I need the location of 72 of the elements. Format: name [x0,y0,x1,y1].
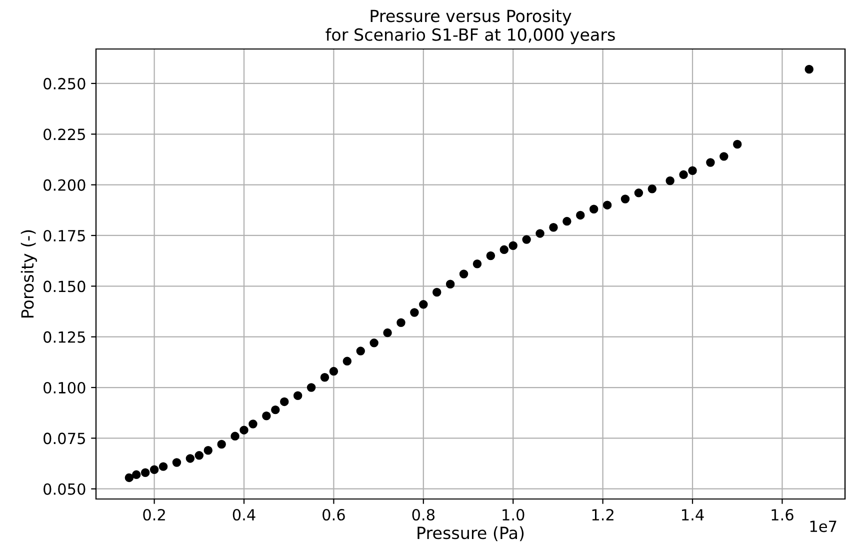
point [140,468,150,478]
point [132,470,141,480]
point [620,194,630,204]
point [589,204,598,214]
point [150,465,159,474]
point [410,308,419,317]
point [508,241,518,250]
point [370,338,378,348]
y-axis-title: Porosity (-) [20,230,37,318]
point [158,462,168,471]
y-tick-label: 0.250 [44,78,86,90]
point [562,216,572,226]
point [732,140,742,149]
x-tick-label: 1.6 [772,508,794,521]
point [342,356,352,366]
y-tick-label: 0.150 [44,280,86,292]
y-tick-label: 0.175 [44,230,85,242]
x-tick-label: 0.6 [322,508,345,521]
point [320,373,330,382]
y-tick-label: 0.075 [44,432,85,444]
point [419,300,428,309]
point [240,426,248,434]
point [280,397,289,406]
point [679,170,688,180]
point [666,176,674,186]
point [634,188,644,198]
y-tick-label: 0.100 [44,382,86,394]
point [383,328,392,338]
x-tick-label: 1.4 [682,509,704,520]
point [262,412,271,420]
point [230,432,240,441]
point [204,446,212,455]
point [549,223,558,232]
y-tick-label: 0.225 [44,128,85,140]
x-tick-label: 1.0 [502,508,524,521]
point [396,318,406,328]
point [306,383,316,392]
point [688,166,697,175]
point [194,451,204,460]
x-tick-label: 0.8 [412,508,435,521]
point [522,235,531,244]
y-tick-label: 0.200 [44,179,86,191]
point [576,210,585,220]
x-tick-label: 0.4 [232,508,256,521]
point [602,200,612,210]
point [124,473,134,482]
point [472,259,482,268]
point [293,391,302,400]
point [706,158,715,167]
point [500,245,509,254]
point [172,458,182,467]
y-tick-label: 0.050 [44,483,86,495]
point [648,184,657,194]
point [446,280,455,289]
point [217,440,226,449]
point [186,454,195,463]
chart-title: Pressure versus Porosity for Scenario S1-BF at 10,000 years [326,9,615,44]
x-tick-label: 1.2 [592,508,614,520]
point [271,405,280,414]
y-tick-label: 0.125 [44,331,85,343]
point [248,420,258,428]
point [432,288,442,297]
point [720,152,728,161]
x-axis-title: Pressure (Pa) [418,526,524,542]
text: 1e7 [810,520,836,532]
point [486,251,496,260]
point [804,64,814,74]
point [329,366,338,376]
point [536,229,544,238]
point [356,346,365,356]
point [459,270,468,278]
x-tick-label: 0.2 [143,508,165,521]
